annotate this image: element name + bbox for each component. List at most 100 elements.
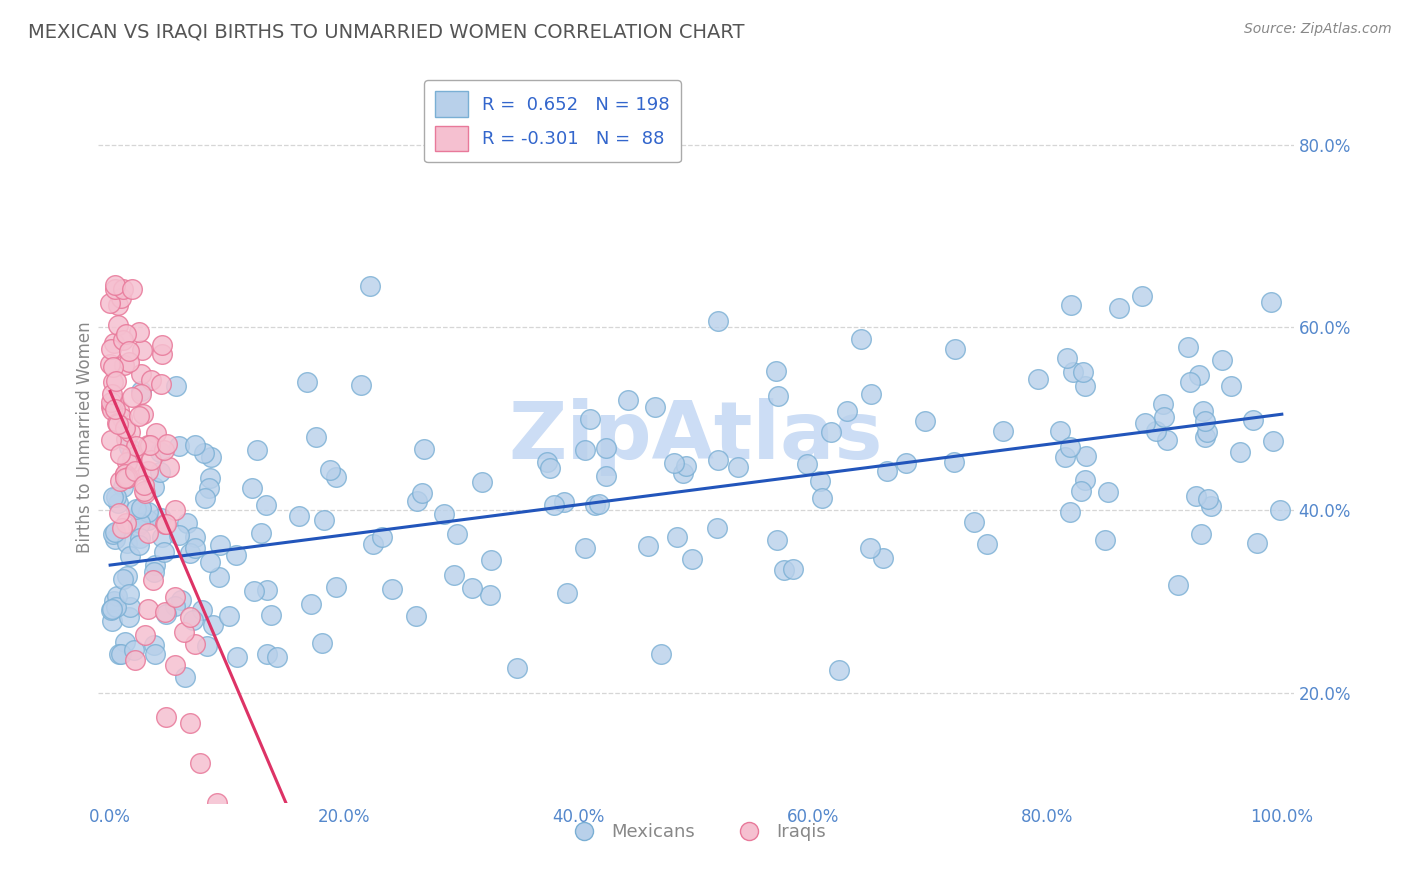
Point — [139, 438, 162, 452]
Point — [1062, 365, 1084, 379]
Point — [179, 715, 201, 730]
Point — [101, 601, 124, 615]
Point — [914, 414, 936, 428]
Point — [666, 530, 689, 544]
Point — [174, 670, 197, 684]
Point — [163, 658, 186, 673]
Point — [108, 475, 131, 489]
Point — [118, 441, 141, 455]
Point — [100, 400, 122, 414]
Point — [118, 343, 141, 358]
Point — [104, 490, 127, 504]
Point — [108, 446, 131, 460]
Point — [121, 390, 143, 404]
Point — [107, 647, 129, 661]
Point — [471, 475, 494, 489]
Point — [188, 756, 211, 771]
Point — [837, 404, 859, 418]
Point — [194, 491, 217, 505]
Point — [101, 375, 124, 389]
Point — [578, 411, 600, 425]
Point — [100, 603, 122, 617]
Point — [1195, 425, 1218, 439]
Point — [121, 282, 143, 296]
Point — [101, 359, 124, 374]
Point — [129, 367, 152, 381]
Point — [104, 532, 127, 546]
Point — [538, 460, 561, 475]
Point — [1059, 298, 1081, 312]
Point — [1189, 527, 1212, 541]
Point — [100, 433, 122, 447]
Point — [122, 642, 145, 657]
Point — [184, 438, 207, 452]
Point — [129, 384, 152, 398]
Point — [1076, 450, 1098, 464]
Point — [150, 338, 173, 352]
Point — [105, 417, 128, 431]
Point — [991, 425, 1014, 439]
Point — [138, 513, 160, 527]
Point — [371, 530, 394, 544]
Point — [851, 332, 873, 346]
Point — [114, 471, 136, 485]
Point — [184, 637, 207, 651]
Point — [1197, 491, 1219, 506]
Point — [828, 663, 851, 677]
Point — [894, 456, 917, 470]
Point — [225, 649, 247, 664]
Point — [765, 364, 787, 378]
Point — [142, 565, 165, 579]
Point — [112, 358, 135, 372]
Point — [1261, 434, 1284, 448]
Point — [675, 458, 697, 473]
Point — [120, 600, 142, 615]
Point — [963, 516, 986, 530]
Point — [155, 516, 177, 531]
Point — [1049, 424, 1071, 438]
Point — [110, 291, 132, 305]
Point — [115, 455, 138, 469]
Point — [555, 585, 578, 599]
Point — [872, 550, 894, 565]
Point — [297, 375, 319, 389]
Point — [1152, 397, 1174, 411]
Point — [131, 343, 153, 357]
Point — [1156, 434, 1178, 448]
Point — [256, 648, 278, 662]
Point — [243, 583, 266, 598]
Point — [1133, 416, 1156, 430]
Point — [411, 485, 433, 500]
Point — [543, 499, 565, 513]
Point — [446, 527, 468, 541]
Point — [479, 553, 502, 567]
Point — [132, 483, 155, 498]
Point — [128, 409, 150, 424]
Point — [637, 539, 659, 553]
Point — [108, 506, 131, 520]
Point — [1246, 536, 1268, 550]
Point — [574, 541, 596, 555]
Point — [1074, 379, 1097, 393]
Point — [1270, 503, 1292, 517]
Point — [114, 516, 136, 530]
Point — [1187, 368, 1209, 382]
Point — [108, 402, 131, 417]
Y-axis label: Births to Unmarried Women: Births to Unmarried Women — [76, 321, 94, 553]
Point — [1144, 424, 1167, 438]
Point — [117, 569, 139, 583]
Point — [107, 496, 129, 510]
Point — [820, 425, 842, 440]
Point — [1056, 351, 1078, 365]
Text: Source: ZipAtlas.com: Source: ZipAtlas.com — [1244, 22, 1392, 37]
Point — [100, 342, 122, 356]
Point — [202, 617, 225, 632]
Point — [100, 357, 122, 371]
Point — [1074, 474, 1097, 488]
Point — [766, 533, 789, 547]
Point — [129, 500, 152, 515]
Point — [1194, 414, 1216, 428]
Point — [707, 453, 730, 467]
Point — [142, 573, 165, 587]
Point — [150, 347, 173, 361]
